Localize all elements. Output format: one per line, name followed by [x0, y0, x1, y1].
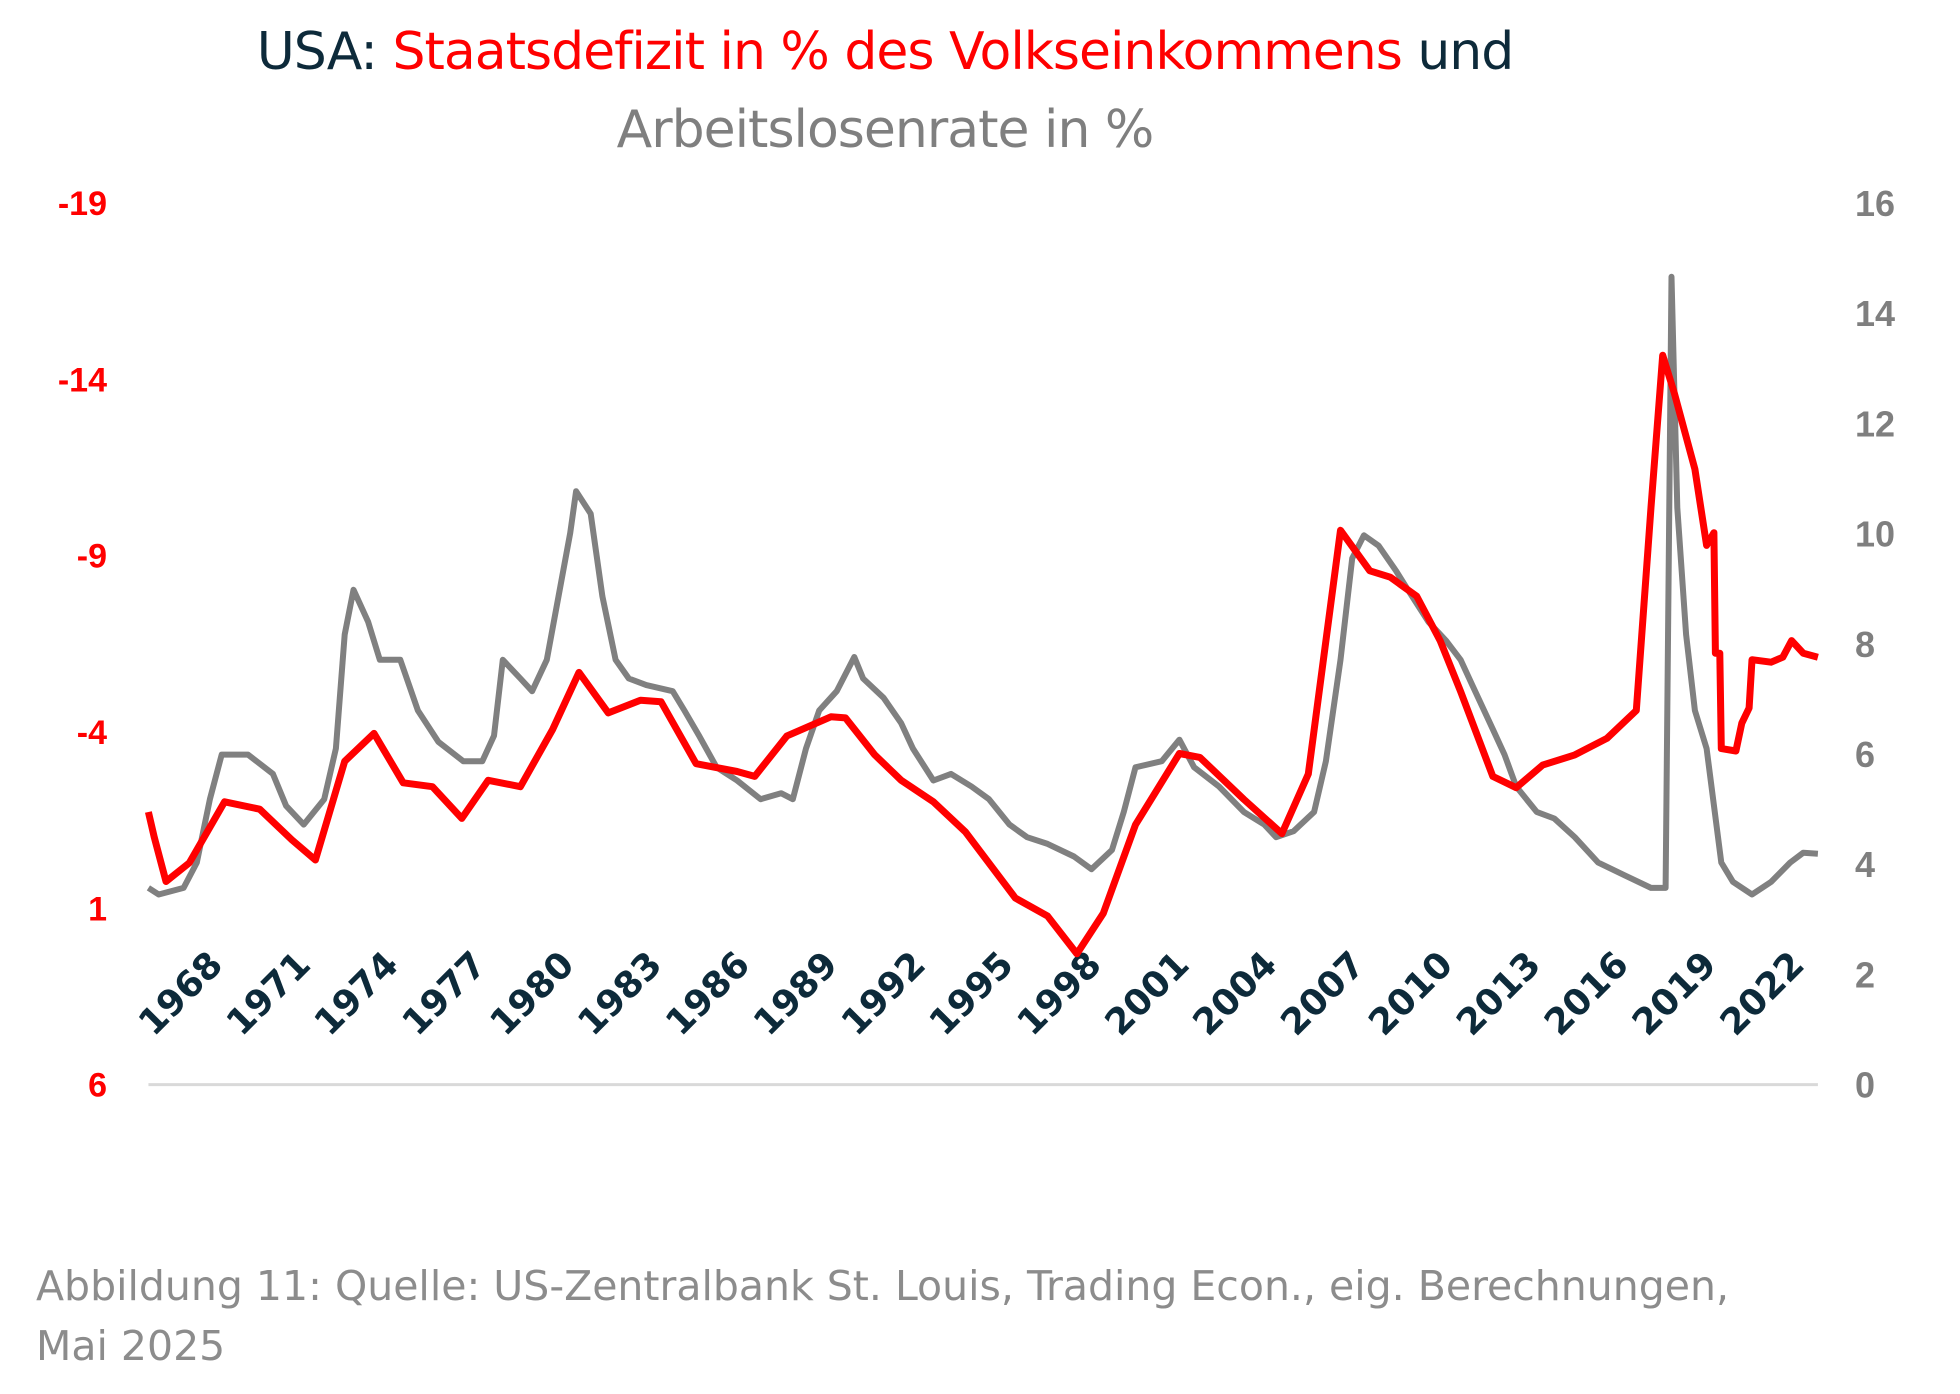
right-axis-tick-label: 4: [1855, 844, 1875, 885]
x-axis-tick-label: 2007: [1273, 944, 1373, 1044]
right-axis-tick-label: 2: [1855, 954, 1875, 995]
right-axis-tick-label: 12: [1855, 403, 1895, 444]
title-prefix: USA:: [256, 22, 393, 82]
title-deficit: Staatsdefizit in % des Volkseinkommens: [392, 22, 1402, 82]
x-axis-tick-label: 2022: [1713, 944, 1813, 1044]
chart-title-line-1: USA: Staatsdefizit in % des Volkseinkomm…: [0, 22, 1770, 82]
x-axis-tick-label: 2001: [1098, 944, 1198, 1044]
x-axis-tick-label: 2004: [1186, 944, 1286, 1044]
left-axis-tick-label: -4: [77, 714, 107, 752]
x-axis-tick-label: 1992: [834, 944, 934, 1044]
left-axis-tick-label: -9: [77, 538, 107, 576]
deficit-line: [144, 351, 1819, 958]
unemployment-rate-line: [146, 273, 1819, 898]
axes: -19-14-9-4161614121086420196819711974197…: [58, 183, 1895, 1106]
x-axis-tick-label: 1998: [1010, 944, 1110, 1044]
x-axis-tick-label: 1971: [219, 944, 319, 1044]
x-axis-tick-label: 2010: [1361, 944, 1461, 1044]
x-axis-tick-label: 1989: [746, 944, 846, 1044]
series-lines: [144, 273, 1819, 958]
left-axis-tick-label: -19: [58, 185, 107, 223]
right-axis-tick-label: 14: [1855, 293, 1895, 334]
x-axis-tick-label: 2019: [1625, 944, 1725, 1044]
x-axis-tick-label: 2013: [1449, 944, 1549, 1044]
x-axis-tick-label: 1968: [131, 944, 231, 1044]
title-suffix: und: [1401, 22, 1514, 82]
right-axis-tick-label: 8: [1855, 624, 1875, 665]
right-axis-tick-label: 6: [1855, 734, 1875, 775]
left-axis-tick-label: 6: [88, 1067, 107, 1105]
right-axis-tick-label: 16: [1855, 183, 1895, 224]
x-axis-tick-label: 1974: [307, 944, 407, 1044]
right-axis-tick-label: 10: [1855, 514, 1895, 555]
left-axis-tick-label: 1: [88, 890, 107, 928]
chart-title-line-2: Arbeitslosenrate in %: [616, 100, 1155, 160]
x-axis-tick-label: 1995: [922, 944, 1022, 1044]
x-axis-tick-label: 2016: [1537, 944, 1637, 1044]
left-axis-tick-label: -14: [58, 361, 107, 399]
caption-line-2: Mai 2025: [36, 1322, 226, 1370]
x-axis-tick-label: 1980: [483, 944, 583, 1044]
caption-line-1: Abbildung 11: Quelle: US-Zentralbank St.…: [36, 1262, 1730, 1310]
x-axis-tick-label: 1983: [570, 944, 670, 1044]
x-axis-tick-label: 1977: [395, 944, 495, 1044]
right-axis-tick-label: 0: [1855, 1065, 1875, 1106]
x-axis-tick-label: 1986: [658, 944, 758, 1044]
